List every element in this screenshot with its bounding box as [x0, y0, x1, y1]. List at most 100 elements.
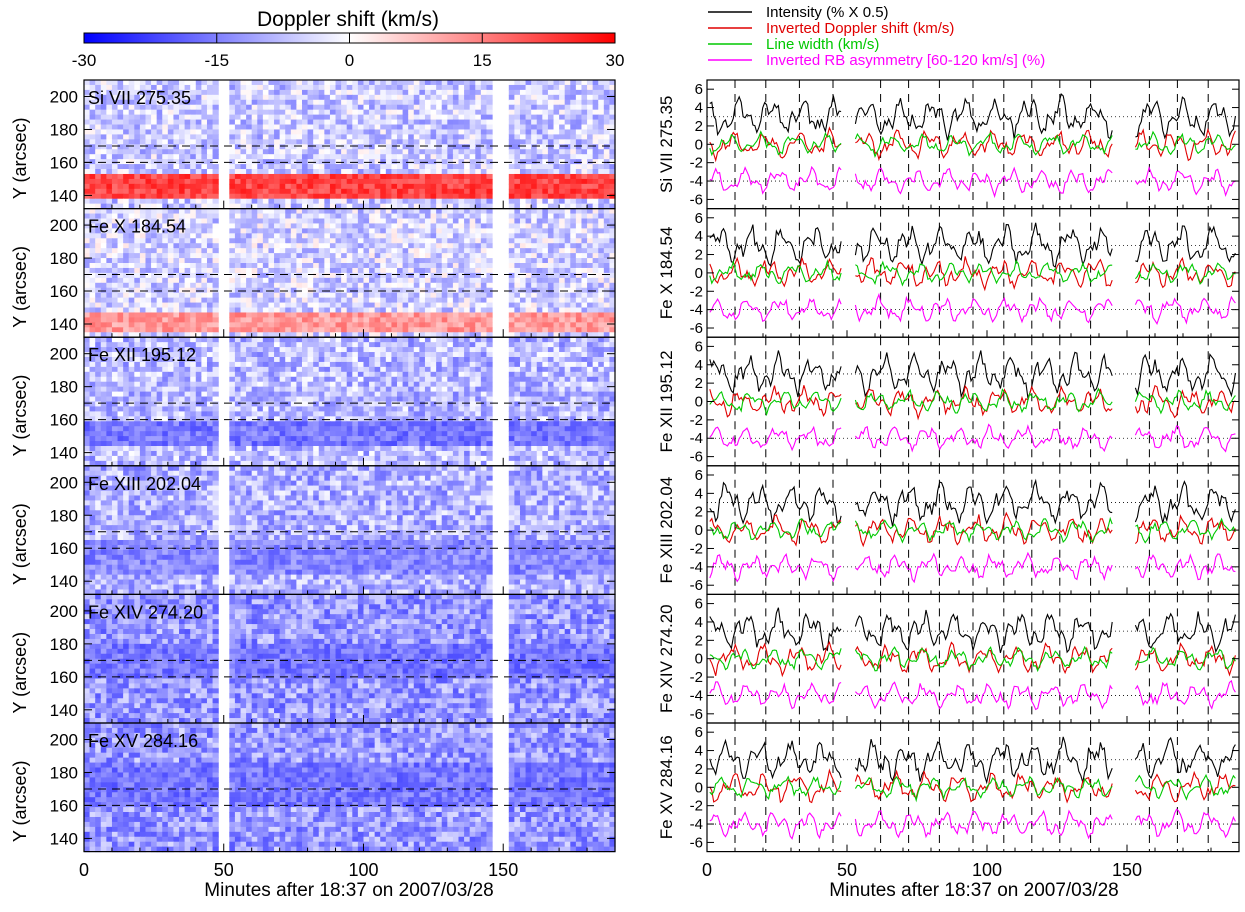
heatmap-cell: [330, 312, 336, 318]
heatmap-cell: [196, 105, 202, 111]
heatmap-cell: [570, 189, 576, 195]
heatmap-cell: [324, 110, 330, 116]
heatmap-cell: [151, 308, 157, 314]
heatmap-cell: [380, 347, 386, 353]
heatmap-cell: [419, 263, 425, 269]
heatmap-cell: [352, 134, 358, 140]
heatmap-cell: [414, 100, 420, 106]
heatmap-cell: [90, 199, 96, 205]
heatmap-cell: [531, 233, 537, 239]
heatmap-cell: [391, 263, 397, 269]
heatmap-cell: [112, 288, 118, 294]
heatmap-cell: [520, 238, 526, 244]
heatmap-cell: [308, 110, 314, 116]
heatmap-cell: [581, 199, 587, 205]
heatmap-cell: [481, 154, 487, 160]
heatmap-cell: [173, 322, 179, 328]
heatmap-cell: [542, 233, 548, 239]
heatmap-cell: [140, 80, 146, 86]
heatmap-cell: [330, 253, 336, 259]
heatmap-cell: [319, 327, 325, 333]
heatmap-cell: [296, 129, 302, 135]
heatmap-cell: [95, 209, 101, 215]
heatmap-cell: [252, 312, 258, 318]
heatmap-cell: [190, 80, 196, 86]
heatmap-cell: [145, 164, 151, 170]
heatmap-cell: [274, 100, 280, 106]
heatmap-cell: [375, 80, 381, 86]
heatmap-cell: [341, 248, 347, 254]
colorbar-tick-label: -15: [204, 51, 229, 70]
heatmap-cell: [431, 125, 437, 131]
heatmap-cell: [341, 308, 347, 314]
heatmap-cell: [185, 253, 191, 259]
heatmap-cell: [285, 120, 291, 126]
heatmap-cell: [201, 105, 207, 111]
heatmap-cell: [369, 164, 375, 170]
heatmap-cell: [213, 179, 219, 185]
heatmap-cell: [386, 248, 392, 254]
heatmap-cell: [520, 184, 526, 190]
heatmap-cell: [112, 144, 118, 150]
heatmap-cell: [84, 164, 90, 170]
heatmap-cell: [246, 100, 252, 106]
heatmap-cell: [509, 228, 515, 234]
heatmap-cell: [319, 80, 325, 86]
heatmap-cell: [257, 228, 263, 234]
heatmap-cell: [386, 209, 392, 215]
heatmap-cell: [140, 268, 146, 274]
heatmap-cell: [101, 312, 107, 318]
heatmap-cell: [431, 134, 437, 140]
heatmap-cell: [352, 218, 358, 224]
heatmap-cell: [604, 159, 610, 165]
heatmap-cell: [313, 154, 319, 160]
heatmap-cell: [391, 154, 397, 160]
heatmap-cell: [587, 283, 593, 289]
heatmap-cell: [324, 90, 330, 96]
heatmap-cell: [565, 308, 571, 314]
heatmap-cell: [526, 214, 532, 220]
heatmap-cell: [313, 149, 319, 155]
heatmap-cell: [526, 312, 532, 318]
heatmap-cell: [559, 194, 565, 200]
heatmap-cell: [330, 169, 336, 175]
heatmap-cell: [129, 293, 135, 299]
heatmap-cell: [324, 189, 330, 195]
heatmap-cell: [587, 223, 593, 229]
heatmap-cell: [380, 164, 386, 170]
heatmap-cell: [570, 248, 576, 254]
heatmap-cell: [386, 90, 392, 96]
heatmap-cell: [375, 115, 381, 121]
heatmap-cell: [201, 125, 207, 131]
heatmap-cell: [520, 100, 526, 106]
heatmap-cell: [475, 278, 481, 284]
heatmap-cell: [296, 243, 302, 249]
heatmap-cell: [341, 288, 347, 294]
heatmap-cell: [598, 80, 604, 86]
heatmap-cell: [380, 228, 386, 234]
heatmap-cell: [118, 144, 124, 150]
heatmap-cell: [241, 298, 247, 304]
heatmap-cell: [363, 342, 369, 348]
heatmap-cell: [280, 288, 286, 294]
heatmap-cell: [308, 159, 314, 165]
heatmap-cell: [162, 337, 168, 343]
heatmap-cell: [291, 139, 297, 145]
heatmap-cell: [520, 278, 526, 284]
heatmap-cell: [514, 303, 520, 309]
heatmap-cell: [509, 303, 515, 309]
heatmap-cell: [341, 233, 347, 239]
heatmap-cell: [302, 149, 308, 155]
heatmap-cell: [90, 134, 96, 140]
heatmap-cell: [308, 149, 314, 155]
heatmap-cell: [302, 154, 308, 160]
heatmap-cell: [319, 189, 325, 195]
heatmap-cell: [604, 139, 610, 145]
heatmap-cell: [168, 288, 174, 294]
heatmap-cell: [431, 342, 437, 348]
heatmap-cell: [576, 228, 582, 234]
heatmap-cell: [436, 223, 442, 229]
heatmap-cell: [134, 194, 140, 200]
heatmap-cell: [241, 179, 247, 185]
heatmap-cell: [537, 120, 543, 126]
